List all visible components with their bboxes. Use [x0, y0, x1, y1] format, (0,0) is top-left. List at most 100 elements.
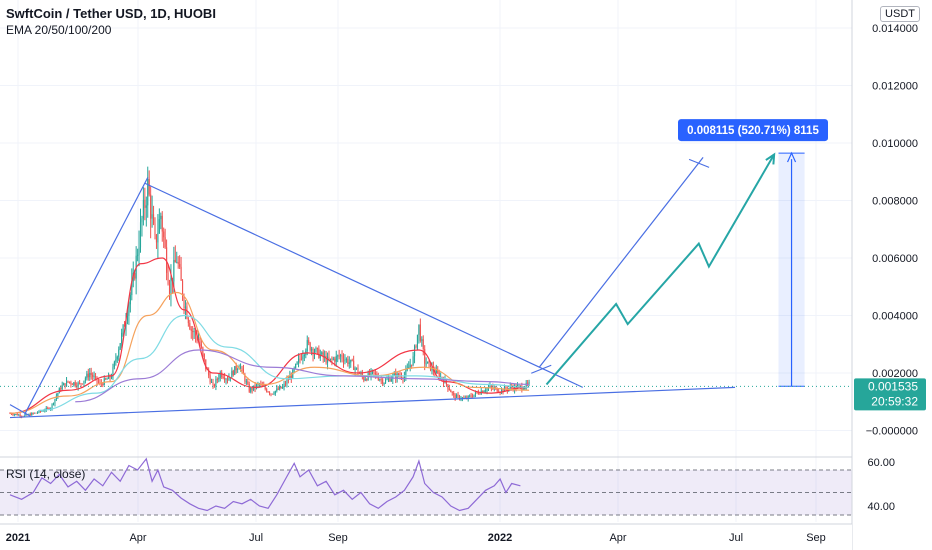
candle-body: [454, 394, 456, 398]
drawings[interactable]: 0.008115 (520.71%) 8115: [0, 119, 852, 419]
candle-body: [527, 382, 529, 384]
trendline-lower-support[interactable]: [9, 386, 736, 419]
candle-body: [383, 383, 385, 384]
candle-body: [244, 374, 246, 382]
trendline-upper-left-leg[interactable]: [23, 177, 149, 415]
candle-body: [435, 370, 437, 374]
projection-zigzag-arrow[interactable]: [545, 153, 775, 386]
candle-body: [124, 325, 126, 327]
candle-body: [501, 389, 503, 393]
time-tick-label: 2022: [488, 532, 512, 544]
candle-body: [489, 386, 491, 387]
candle-body: [319, 354, 321, 358]
candle-body: [390, 379, 392, 382]
candle-body: [427, 361, 429, 364]
candle-body: [73, 382, 75, 385]
candle-body: [257, 384, 259, 386]
candle-body: [448, 388, 450, 391]
candle-body: [145, 205, 147, 208]
candle-body: [48, 407, 50, 410]
candle-body: [328, 356, 330, 361]
candle-body: [251, 387, 253, 390]
indicator-legend[interactable]: EMA 20/50/100/200: [6, 23, 112, 37]
price-tick-label: 0.002000: [872, 368, 918, 380]
price-tick-label: 0.006000: [872, 253, 918, 265]
time-axis[interactable]: 2021 Apr Jul Sep 2022 Apr Jul Sep: [0, 523, 852, 550]
candle-body: [270, 393, 272, 395]
candle-body: [353, 360, 355, 370]
countdown-label: 20:59:32: [871, 394, 918, 408]
candle-body: [342, 358, 345, 362]
candle-body: [360, 373, 362, 375]
candle-body: [277, 388, 279, 390]
rsi-legend[interactable]: RSI (14, close): [6, 467, 86, 481]
candle-body: [221, 372, 223, 377]
candle-body: [482, 390, 484, 393]
candle-body: [380, 379, 382, 381]
candle-body: [467, 395, 469, 399]
candle-body: [147, 178, 149, 206]
candle-body: [522, 388, 524, 390]
candle-body: [302, 356, 304, 360]
candle-body: [276, 388, 278, 391]
candle-body: [200, 344, 202, 348]
candle-body: [357, 367, 359, 374]
candle-body: [184, 306, 186, 309]
currency-button[interactable]: USDT: [880, 6, 920, 22]
trendline-left-bracket[interactable]: [9, 404, 31, 417]
candle-body: [458, 395, 461, 399]
trendline-upper-resistance[interactable]: [144, 182, 584, 388]
candle-body: [66, 380, 68, 387]
candle-body: [115, 359, 117, 362]
candle-body: [303, 354, 305, 357]
candle-body: [424, 349, 426, 364]
candle-body: [25, 414, 27, 416]
candle-body: [429, 362, 432, 371]
ema-line-2: [9, 291, 530, 414]
rsi-line: [9, 457, 521, 512]
projection-arrowhead: [765, 152, 776, 165]
candle-body: [379, 379, 381, 381]
candle-body: [60, 388, 62, 390]
candle-body: [67, 380, 69, 382]
candle-body: [84, 378, 86, 381]
last-price-label: 0.001535: [868, 379, 918, 393]
candle-body: [311, 348, 313, 351]
candle-body: [218, 378, 220, 380]
candle-body: [300, 358, 302, 360]
candle-body: [514, 385, 516, 390]
candle-body: [228, 377, 230, 381]
candle-body: [347, 359, 349, 364]
candle-body: [315, 348, 317, 352]
candle-body: [308, 340, 310, 343]
candle-body: [274, 390, 276, 394]
candle-body: [193, 331, 195, 333]
candle-body: [92, 374, 94, 377]
price-axis[interactable]: 0.014000 0.012000 0.010000 0.008000 0.006000…: [851, 0, 932, 550]
candle-body: [164, 237, 166, 248]
candle-body: [116, 356, 118, 360]
candle-body: [47, 407, 49, 409]
candle-body: [338, 355, 340, 357]
candle-body: [389, 378, 391, 382]
candle-body: [502, 389, 504, 392]
candle-body: [15, 414, 17, 415]
candle-body: [412, 356, 414, 366]
candle-body: [354, 368, 356, 370]
candle-body: [457, 394, 459, 396]
candle-body: [237, 369, 239, 371]
time-tick-label: Sep: [328, 532, 348, 544]
candle-body: [54, 399, 56, 404]
candle-body: [463, 397, 465, 399]
candle-body: [89, 373, 91, 378]
candle-body: [80, 383, 82, 385]
candle-body: [38, 410, 40, 413]
candle-body: [41, 410, 43, 412]
projection-channel-line[interactable]: [538, 157, 704, 368]
candle-body: [337, 355, 339, 357]
candle-body: [451, 392, 453, 393]
price-axis-bg: [852, 0, 932, 550]
candle-body: [505, 387, 507, 389]
candle-body: [113, 361, 115, 368]
